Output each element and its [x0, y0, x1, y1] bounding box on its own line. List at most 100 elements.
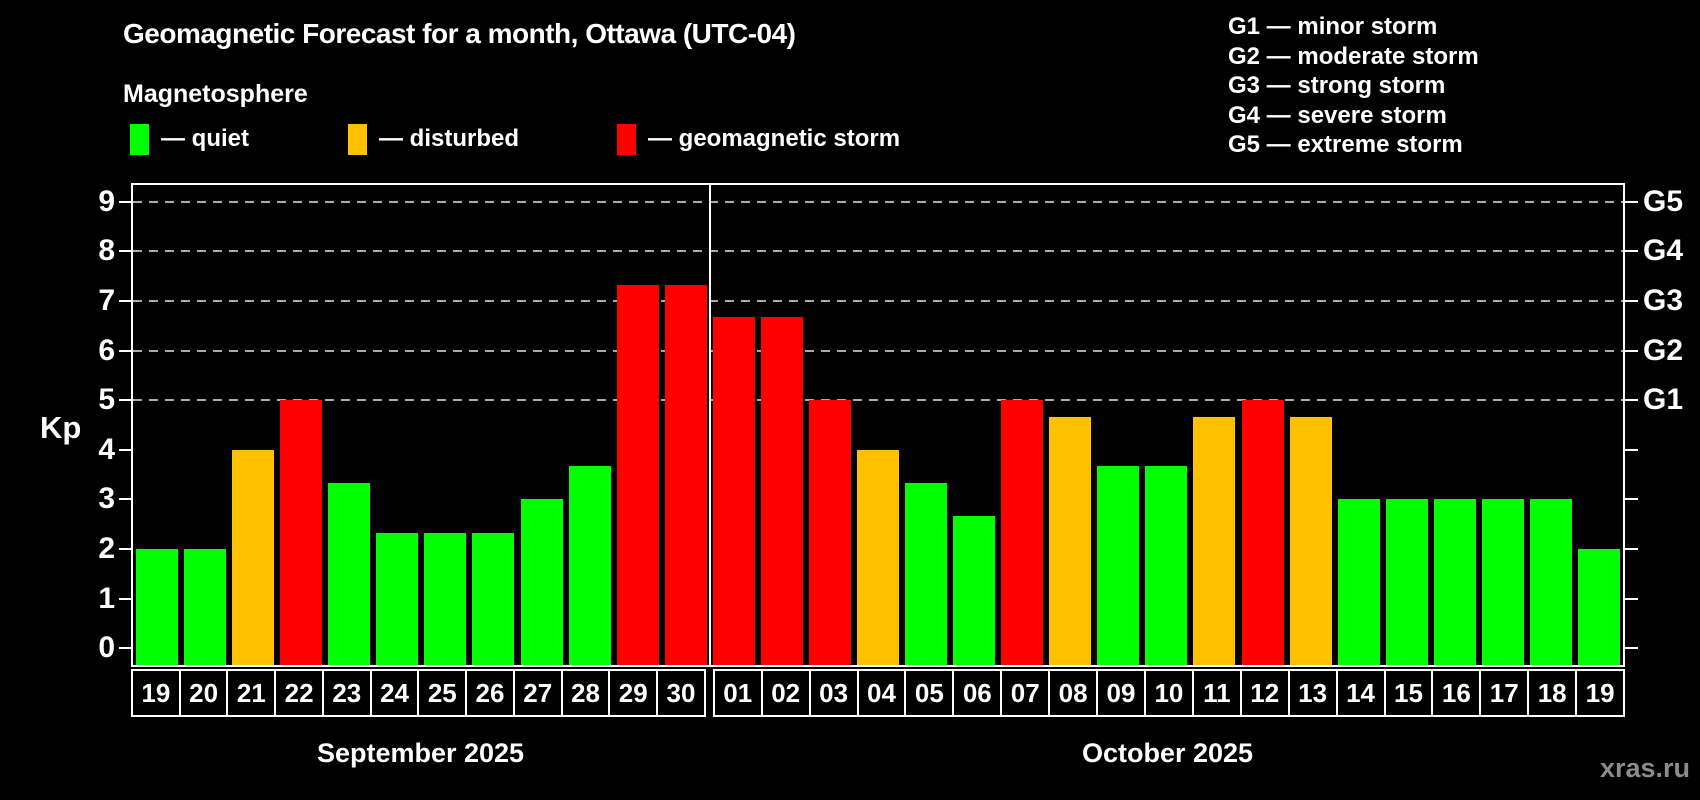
kp-bar-quiet	[1385, 499, 1428, 665]
date-group-month-2: 01 02 03 04 05 06 07 08 09 10 11 12 13 14 15 16 17 18 19	[712, 669, 1626, 717]
g-axis-label-G1: G1	[1643, 383, 1684, 417]
legend-label-quiet: — quiet	[161, 125, 249, 152]
g-legend-line-4: G4 — severe storm	[1228, 101, 1447, 129]
date-cell: 19	[131, 669, 181, 717]
y-tick-left-6	[119, 349, 131, 352]
date-cell: 30	[656, 669, 706, 717]
kp-bar-storm	[1241, 400, 1284, 665]
date-cell: 02	[760, 669, 811, 717]
kp-bar-disturbed	[232, 449, 275, 665]
date-cell: 20	[178, 669, 229, 717]
kp-bar-storm	[760, 317, 803, 665]
date-cell: 09	[1096, 669, 1146, 717]
month-label-september: September 2025	[316, 738, 525, 768]
gridline-kp-6	[133, 349, 1623, 352]
date-axis: 19 20 21 22 23 24 25 26 27 28 29 30 01 02 03 04 05 06 07 08…	[131, 669, 1626, 717]
kp-bar-quiet	[136, 548, 179, 665]
date-cell: 21	[226, 669, 277, 717]
y-tick-label-3: 3	[98, 482, 115, 516]
y-tick-label-8: 8	[98, 234, 115, 268]
kp-bar-storm	[1001, 400, 1044, 665]
y-tick-right-9	[1625, 200, 1638, 203]
kp-bar-storm	[664, 284, 707, 665]
date-cell: 03	[808, 669, 859, 717]
date-cell: 26	[465, 669, 515, 717]
y-tick-label-7: 7	[98, 284, 115, 318]
date-cell: 13	[1287, 669, 1338, 717]
kp-bar-quiet	[1529, 499, 1572, 665]
date-cell: 05	[904, 669, 955, 717]
g-legend-line-3: G3 — strong storm	[1228, 72, 1446, 100]
legend-item-storm: — geomagnetic storm	[617, 121, 900, 157]
disturbed-color-swatch-icon	[348, 123, 367, 155]
date-cell: 06	[952, 669, 1003, 717]
watermark: xras.ru	[1599, 753, 1690, 783]
date-cell: 19	[1575, 669, 1626, 717]
date-cell: 22	[274, 669, 324, 717]
gridline-kp-8	[133, 250, 1623, 253]
y-tick-label-6: 6	[98, 333, 115, 367]
y-axis-title: Kp	[40, 410, 82, 445]
kp-bar-quiet	[568, 466, 611, 665]
kp-bar-disturbed	[1289, 416, 1332, 665]
kp-bar-quiet	[376, 532, 419, 665]
y-tick-right-7	[1625, 300, 1638, 303]
kp-bar-quiet	[905, 483, 948, 665]
y-tick-right-3	[1625, 498, 1638, 501]
date-cell: 17	[1479, 669, 1530, 717]
y-tick-left-8	[119, 250, 131, 253]
y-tick-right-1	[1625, 597, 1638, 600]
kp-bar-quiet	[1097, 466, 1140, 665]
y-tick-left-7	[119, 300, 131, 303]
g-axis-label-G4: G4	[1643, 234, 1684, 268]
g-legend-line-2: G2 — moderate storm	[1228, 42, 1479, 70]
date-cell: 28	[560, 669, 611, 717]
date-cell: 01	[712, 669, 763, 717]
month-separator-line	[708, 185, 711, 665]
date-cell: 11	[1191, 669, 1242, 717]
date-cell: 25	[417, 669, 468, 717]
gridline-kp-9	[133, 200, 1623, 203]
y-tick-right-5	[1625, 399, 1638, 402]
date-cell: 29	[608, 669, 659, 717]
kp-bar-quiet	[472, 532, 515, 665]
y-tick-left-4	[119, 448, 131, 451]
y-tick-left-2	[119, 547, 131, 550]
month-label-october: October 2025	[1081, 738, 1254, 768]
quiet-color-swatch-icon	[130, 123, 149, 155]
kp-bar-quiet	[1481, 499, 1524, 665]
gridline-kp-5	[133, 399, 1623, 402]
plot-inner	[133, 185, 1623, 665]
y-tick-label-1: 1	[98, 581, 115, 615]
kp-bar-quiet	[520, 499, 563, 665]
kp-bar-quiet	[1433, 499, 1476, 665]
kp-bar-quiet	[1577, 548, 1620, 665]
y-tick-left-5	[119, 399, 131, 402]
storm-color-swatch-icon	[617, 123, 636, 155]
date-cell: 27	[512, 669, 563, 717]
date-cell: 10	[1143, 669, 1194, 717]
y-tick-left-9	[119, 200, 131, 203]
legend-item-disturbed: — disturbed	[348, 121, 519, 157]
kp-bar-storm	[808, 400, 851, 665]
y-tick-right-6	[1625, 349, 1638, 352]
g-scale-legend: G1 — minor storm G2 — moderate storm G3 — …	[1228, 12, 1479, 160]
kp-bar-quiet	[424, 532, 467, 665]
kp-bar-storm	[280, 400, 323, 665]
kp-bar-quiet	[1145, 466, 1188, 665]
kp-bar-quiet	[184, 548, 227, 665]
date-cell: 18	[1527, 669, 1578, 717]
page-title: Geomagnetic Forecast for a month, Ottawa…	[123, 18, 796, 49]
kp-bar-storm	[616, 284, 659, 665]
y-tick-label-9: 9	[98, 184, 115, 218]
y-tick-label-4: 4	[98, 432, 115, 466]
g-axis-label-G2: G2	[1643, 333, 1684, 367]
kp-bar-quiet	[328, 483, 371, 665]
y-tick-right-4	[1625, 448, 1638, 451]
gridline-kp-7	[133, 300, 1623, 303]
y-tick-left-1	[119, 597, 131, 600]
legend-label-storm: — geomagnetic storm	[648, 125, 901, 152]
g-legend-line-5: G5 — extreme storm	[1228, 131, 1463, 159]
magnetosphere-subtitle: Magnetosphere	[123, 80, 308, 108]
y-tick-right-2	[1625, 547, 1638, 550]
